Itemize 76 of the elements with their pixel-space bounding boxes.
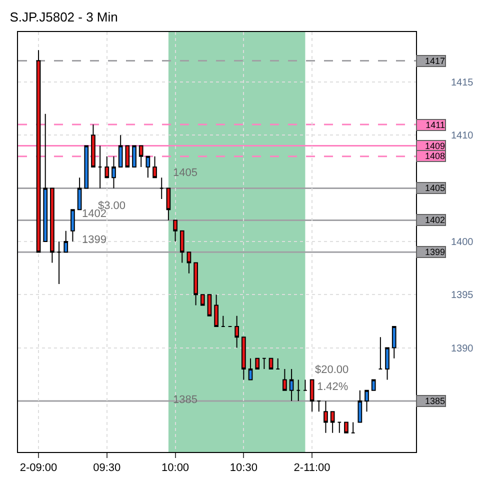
y-tick-label: 1395 [451,290,474,302]
candlestick [364,390,369,412]
candlestick [241,336,246,380]
candlestick [337,422,342,434]
x-tick-label: 10:00 [162,462,190,474]
candlestick [173,220,178,242]
candlestick [166,188,171,221]
candlestick [50,188,54,264]
annotation: 1385 [173,394,198,406]
candlestick [180,230,184,264]
candlestick [91,124,96,168]
candlestick [207,294,212,316]
candlestick [98,145,102,189]
candlestick [310,379,314,412]
annotation: 1.42% [317,381,348,393]
x-tick-label: 09:30 [93,462,121,474]
candlestick [282,368,287,391]
candlestick [159,177,164,200]
chart-title: S.JP.J5802 - 3 Min [10,9,118,24]
ref-line-label: 1399 [424,247,445,257]
candlestick [118,134,123,168]
candlestick [214,294,218,328]
ref-line-label: 1417 [424,56,445,66]
ref-line-label: 1409 [424,141,445,151]
candlestick [104,156,110,178]
candlestick [276,358,280,370]
annotation: 1402 [82,208,106,220]
candlestick [344,422,348,434]
candlestick [43,113,48,242]
candlestick [70,209,75,242]
y-tick-label: 1415 [451,77,474,88]
annotation: 1405 [173,167,198,179]
candlestick [200,294,205,306]
candlestick [138,145,144,168]
candlestick [84,145,89,189]
x-tick-label: 10:30 [230,462,258,474]
candlestick [146,156,150,178]
y-tick-label: 1410 [451,130,474,142]
candlestick [77,177,82,210]
candlestick [186,252,192,274]
candlestick [378,336,383,370]
candlestick [316,400,322,412]
candlestick [262,358,266,370]
candlestick [255,358,260,370]
ref-line-label: 1405 [424,183,445,193]
candlestick [56,240,62,284]
candlestick [385,347,390,380]
ref-line-label: 1402 [424,215,445,225]
ref-line-label: 1408 [424,151,445,161]
ref-line-label: 1385 [424,396,445,406]
y-tick-label: 1390 [451,343,474,354]
candlestick [112,156,116,189]
candlestick [350,422,356,434]
candlestick [234,315,240,348]
annotation: 1399 [82,234,106,246]
candlestick [125,145,130,168]
annotation: $20.00 [315,364,349,376]
candlestick [330,411,335,434]
candlestick [248,358,253,380]
candlestick [296,379,301,402]
candlestick [392,326,396,359]
candlestick [152,156,157,178]
candlestick [371,379,376,391]
candlestick [268,358,274,370]
candlestick [324,400,328,434]
candlestick [132,145,136,168]
ref-line-label: 1411 [426,120,445,130]
candlestick [64,230,68,253]
x-tick-label: 2-09:00 [20,462,58,474]
x-tick-label: 2-11:00 [294,462,330,474]
y-tick-label: 1400 [451,236,474,248]
candlestick [289,368,294,402]
candlestick [303,379,308,391]
candlestick [358,390,362,423]
candlestick [220,315,226,328]
candlestick [194,262,198,306]
